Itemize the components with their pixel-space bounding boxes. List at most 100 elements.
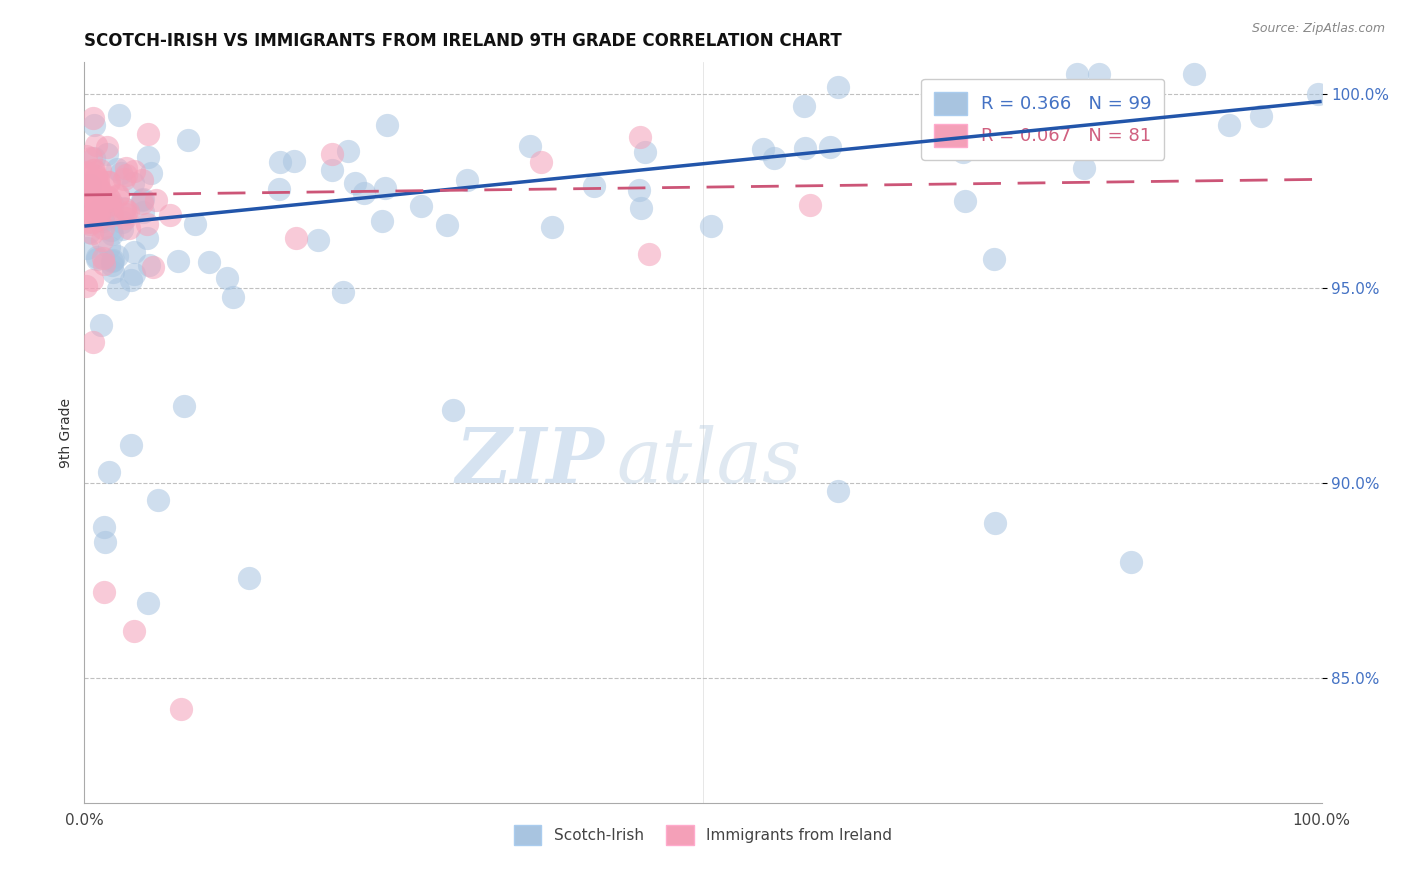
Point xyxy=(87,202,110,217)
Point xyxy=(101,252,124,267)
Point xyxy=(436,218,458,232)
Point xyxy=(80,179,103,194)
Point xyxy=(82,201,104,215)
Point xyxy=(89,196,111,211)
Point xyxy=(83,193,105,207)
Point xyxy=(118,220,141,235)
Point xyxy=(79,151,101,165)
Point xyxy=(98,465,121,479)
Point xyxy=(114,161,136,176)
Point xyxy=(83,188,105,202)
Point xyxy=(307,233,329,247)
Point xyxy=(138,258,160,272)
Point xyxy=(100,222,122,236)
Point xyxy=(751,142,773,156)
Point xyxy=(122,245,145,260)
Point xyxy=(762,151,785,165)
Point xyxy=(87,182,110,196)
Point xyxy=(142,260,165,274)
Point xyxy=(984,516,1007,531)
Point xyxy=(75,201,97,215)
Point xyxy=(111,221,134,235)
Point xyxy=(136,127,159,141)
Point xyxy=(91,214,114,228)
Point xyxy=(90,318,112,332)
Point xyxy=(634,145,657,159)
Point xyxy=(97,199,120,213)
Point xyxy=(321,146,343,161)
Point xyxy=(1088,67,1111,81)
Point xyxy=(1063,88,1085,103)
Point xyxy=(1066,67,1088,81)
Point xyxy=(83,118,105,132)
Point xyxy=(441,402,464,417)
Point xyxy=(344,176,367,190)
Point xyxy=(337,144,360,158)
Point xyxy=(132,192,155,206)
Point xyxy=(1011,131,1033,145)
Point xyxy=(87,211,110,226)
Point xyxy=(86,138,108,153)
Point xyxy=(83,151,105,165)
Point xyxy=(98,175,121,189)
Point xyxy=(131,195,153,210)
Point xyxy=(86,252,108,266)
Point xyxy=(75,149,97,163)
Point xyxy=(217,271,239,285)
Point xyxy=(83,206,105,220)
Point xyxy=(793,98,815,112)
Point xyxy=(75,165,97,179)
Point xyxy=(456,173,478,187)
Point xyxy=(86,199,108,213)
Point xyxy=(84,190,107,204)
Point xyxy=(1250,109,1272,123)
Point xyxy=(76,240,98,254)
Point xyxy=(700,219,723,233)
Point xyxy=(77,225,100,239)
Point xyxy=(75,182,97,196)
Point xyxy=(1306,87,1329,101)
Point xyxy=(110,165,132,179)
Point xyxy=(1063,119,1085,133)
Point xyxy=(135,218,157,232)
Point xyxy=(101,227,124,242)
Point xyxy=(107,188,129,202)
Point xyxy=(136,596,159,610)
Point xyxy=(86,177,108,191)
Point xyxy=(120,438,142,452)
Point xyxy=(105,249,128,263)
Point xyxy=(75,279,97,293)
Point xyxy=(90,202,112,216)
Point xyxy=(120,273,142,287)
Y-axis label: 9th Grade: 9th Grade xyxy=(59,398,73,467)
Point xyxy=(80,273,103,287)
Text: atlas: atlas xyxy=(616,425,801,500)
Point xyxy=(269,155,291,169)
Point xyxy=(1218,118,1240,132)
Point xyxy=(86,250,108,264)
Point xyxy=(827,79,849,94)
Point xyxy=(101,258,124,272)
Point xyxy=(91,212,114,227)
Point xyxy=(101,196,124,211)
Point xyxy=(82,163,104,178)
Point xyxy=(83,174,105,188)
Point xyxy=(89,183,111,197)
Point xyxy=(630,201,652,215)
Point xyxy=(101,265,124,279)
Point xyxy=(353,186,375,201)
Point xyxy=(93,585,115,599)
Point xyxy=(132,204,155,219)
Point xyxy=(145,194,167,208)
Point xyxy=(638,246,661,260)
Point xyxy=(983,252,1005,266)
Point xyxy=(332,285,354,300)
Point xyxy=(91,233,114,247)
Point xyxy=(170,702,193,716)
Point xyxy=(87,172,110,186)
Point xyxy=(131,193,153,207)
Point xyxy=(84,169,107,183)
Point xyxy=(75,215,97,229)
Point xyxy=(84,200,107,214)
Point xyxy=(630,129,652,144)
